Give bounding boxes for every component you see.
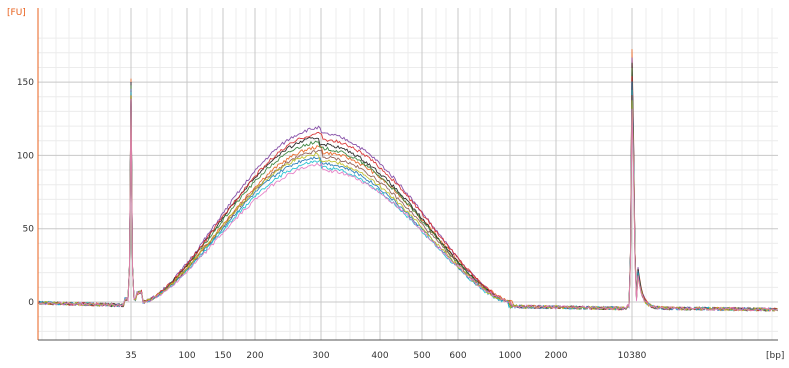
x-tick-label: 400 — [371, 351, 388, 361]
y-tick-label: 50 — [23, 225, 35, 235]
y-unit-label: [FU] — [7, 8, 26, 18]
x-tick-label: 150 — [214, 351, 231, 361]
x-tick-label: 100 — [178, 351, 195, 361]
x-unit-label: [bp] — [766, 351, 784, 361]
x-tick-label: 300 — [312, 351, 329, 361]
series-layer — [37, 49, 778, 313]
x-tick-label: 600 — [449, 351, 466, 361]
x-tick-label: 10380 — [618, 351, 647, 361]
grid-minor — [38, 8, 778, 340]
y-tick-label: 150 — [17, 78, 34, 88]
y-tick-label: 0 — [28, 298, 34, 308]
axes-layer — [37, 8, 778, 341]
x-tick-label: 2000 — [545, 351, 568, 361]
x-tick-label: 500 — [413, 351, 430, 361]
series-line — [37, 98, 778, 312]
grid-major — [38, 8, 778, 340]
series-line — [37, 95, 778, 312]
x-tick-label: 35 — [125, 351, 136, 361]
x-tick-label: 200 — [246, 351, 263, 361]
x-tick-label: 1000 — [499, 351, 522, 361]
y-tick-label: 100 — [17, 151, 34, 161]
ticks-layer: 35 100 150 200 300 400 500 600 1000 2000 10380 0 50 1… — [17, 78, 647, 361]
